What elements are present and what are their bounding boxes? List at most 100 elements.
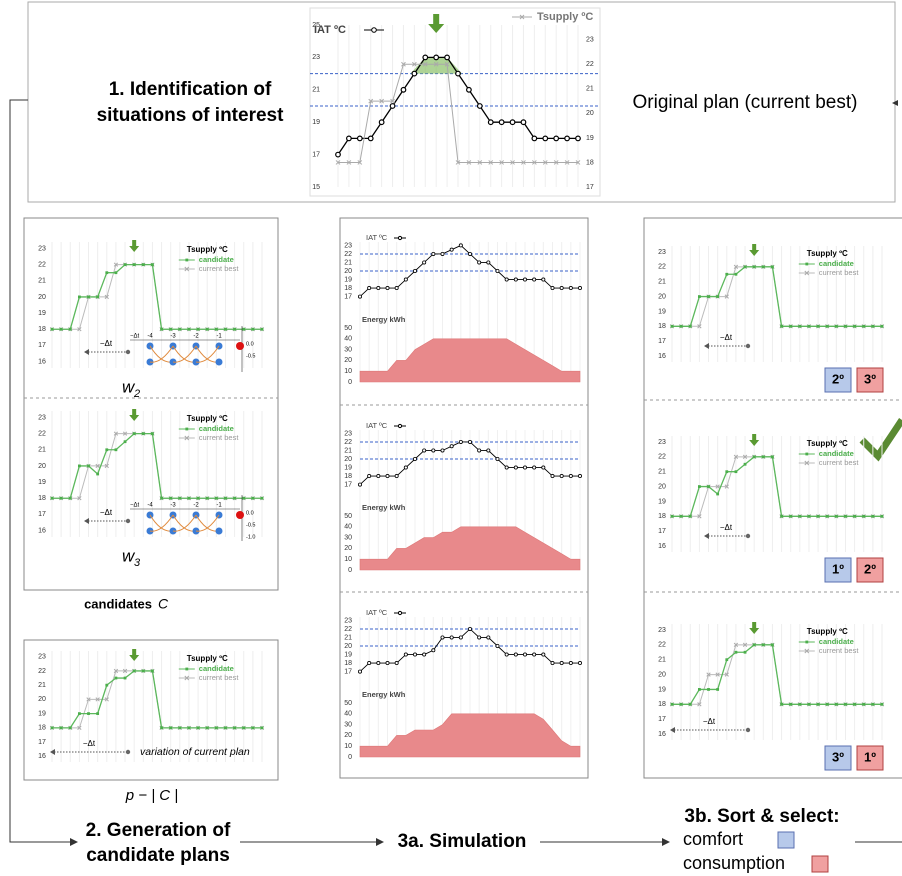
energy-title: Energy kWh bbox=[362, 503, 406, 512]
marker bbox=[679, 702, 683, 706]
candidate-line bbox=[672, 456, 882, 517]
shift-dot bbox=[745, 533, 751, 539]
y-tick-label: 30 bbox=[344, 721, 352, 728]
marker bbox=[389, 103, 396, 109]
y-tick-label: 17 bbox=[312, 151, 320, 158]
marker bbox=[376, 286, 381, 291]
marker bbox=[771, 265, 774, 269]
marker bbox=[789, 324, 793, 328]
y-tick-label: 21 bbox=[38, 278, 46, 285]
marker bbox=[513, 652, 518, 657]
y-tick-label: 22 bbox=[344, 251, 352, 258]
marker bbox=[688, 514, 692, 518]
highlight-arrow bbox=[749, 622, 760, 634]
marker bbox=[113, 431, 119, 436]
marker bbox=[550, 286, 555, 291]
marker bbox=[335, 160, 341, 165]
inset-label: -3 bbox=[170, 503, 176, 509]
marker bbox=[242, 496, 246, 500]
inset-edge bbox=[195, 514, 220, 532]
marker bbox=[401, 61, 406, 67]
y-tick-label: 19 bbox=[658, 308, 666, 315]
y-tick-label: 21 bbox=[344, 634, 352, 641]
marker bbox=[449, 444, 454, 449]
marker bbox=[335, 151, 341, 158]
inset-label: -3 bbox=[170, 334, 176, 340]
marker bbox=[77, 496, 82, 501]
consumption-rank-label: 3º bbox=[864, 371, 876, 386]
inset-label: -2 bbox=[193, 503, 199, 509]
marker bbox=[214, 726, 218, 730]
marker bbox=[242, 327, 246, 331]
marker bbox=[716, 688, 720, 691]
shift-label: −Δt bbox=[100, 508, 113, 517]
marker bbox=[105, 448, 109, 452]
shift-label: −Δt bbox=[83, 739, 96, 748]
marker bbox=[385, 661, 390, 666]
y-tick-label: 20 bbox=[344, 456, 352, 463]
step-title: 2. Generation of bbox=[86, 820, 231, 841]
marker bbox=[761, 265, 765, 269]
marker bbox=[523, 652, 528, 657]
shift-arrow-head bbox=[50, 749, 55, 755]
marker bbox=[670, 324, 674, 328]
legend-label: candidate bbox=[199, 255, 234, 264]
y2-tick-label: 18 bbox=[586, 159, 594, 166]
marker bbox=[196, 327, 200, 331]
y-tick-label: 22 bbox=[38, 668, 46, 675]
marker bbox=[178, 726, 182, 730]
y-tick-label: 30 bbox=[344, 534, 352, 541]
y-tick-label: 16 bbox=[38, 358, 46, 365]
legend-marker bbox=[185, 427, 189, 431]
comfort-rank bbox=[824, 557, 852, 583]
marker bbox=[486, 635, 491, 640]
legend-marker bbox=[185, 667, 189, 671]
marker bbox=[871, 514, 875, 518]
marker bbox=[96, 472, 100, 476]
marker bbox=[242, 726, 246, 730]
legend-label: current best bbox=[199, 264, 240, 273]
y-tick-label: 18 bbox=[658, 701, 666, 708]
legend-marker bbox=[185, 258, 189, 262]
marker bbox=[433, 54, 440, 61]
marker bbox=[68, 726, 72, 730]
y-tick-label: 18 bbox=[344, 660, 352, 667]
marker bbox=[96, 712, 100, 716]
marker bbox=[679, 514, 683, 518]
marker bbox=[564, 135, 570, 142]
y-tick-label: 10 bbox=[344, 743, 352, 750]
legend-marker bbox=[184, 266, 190, 272]
y-tick-label: 21 bbox=[38, 447, 46, 454]
marker bbox=[378, 119, 385, 126]
marker bbox=[780, 324, 783, 328]
marker bbox=[412, 268, 417, 273]
marker bbox=[376, 474, 381, 479]
marker bbox=[880, 514, 884, 518]
legend-title: Tsupply ºC bbox=[187, 654, 228, 663]
marker bbox=[559, 474, 564, 479]
highlight-arrow bbox=[749, 244, 760, 256]
legend-label: IAT ºC bbox=[366, 233, 388, 242]
marker bbox=[697, 324, 702, 329]
marker bbox=[160, 726, 163, 730]
marker bbox=[488, 160, 494, 165]
marker bbox=[752, 455, 756, 459]
marker bbox=[403, 277, 408, 282]
checkmark bbox=[859, 418, 902, 462]
marker bbox=[697, 514, 702, 519]
energy-title: Energy kWh bbox=[362, 315, 406, 324]
variation-panel bbox=[23, 639, 279, 781]
marker bbox=[486, 260, 491, 265]
marker bbox=[467, 251, 472, 256]
y-tick-label: 16 bbox=[658, 731, 666, 738]
y-tick-label: 19 bbox=[312, 119, 320, 126]
y-tick-label: 17 bbox=[38, 342, 46, 349]
consumption-rank bbox=[856, 367, 884, 393]
marker bbox=[568, 661, 573, 666]
legend-marker bbox=[804, 460, 810, 466]
legend-title: Tsupply ºC bbox=[187, 245, 228, 254]
marker bbox=[724, 294, 729, 299]
ranking-panel bbox=[643, 217, 902, 779]
shift-arrow-head bbox=[704, 533, 709, 539]
marker bbox=[169, 726, 173, 730]
